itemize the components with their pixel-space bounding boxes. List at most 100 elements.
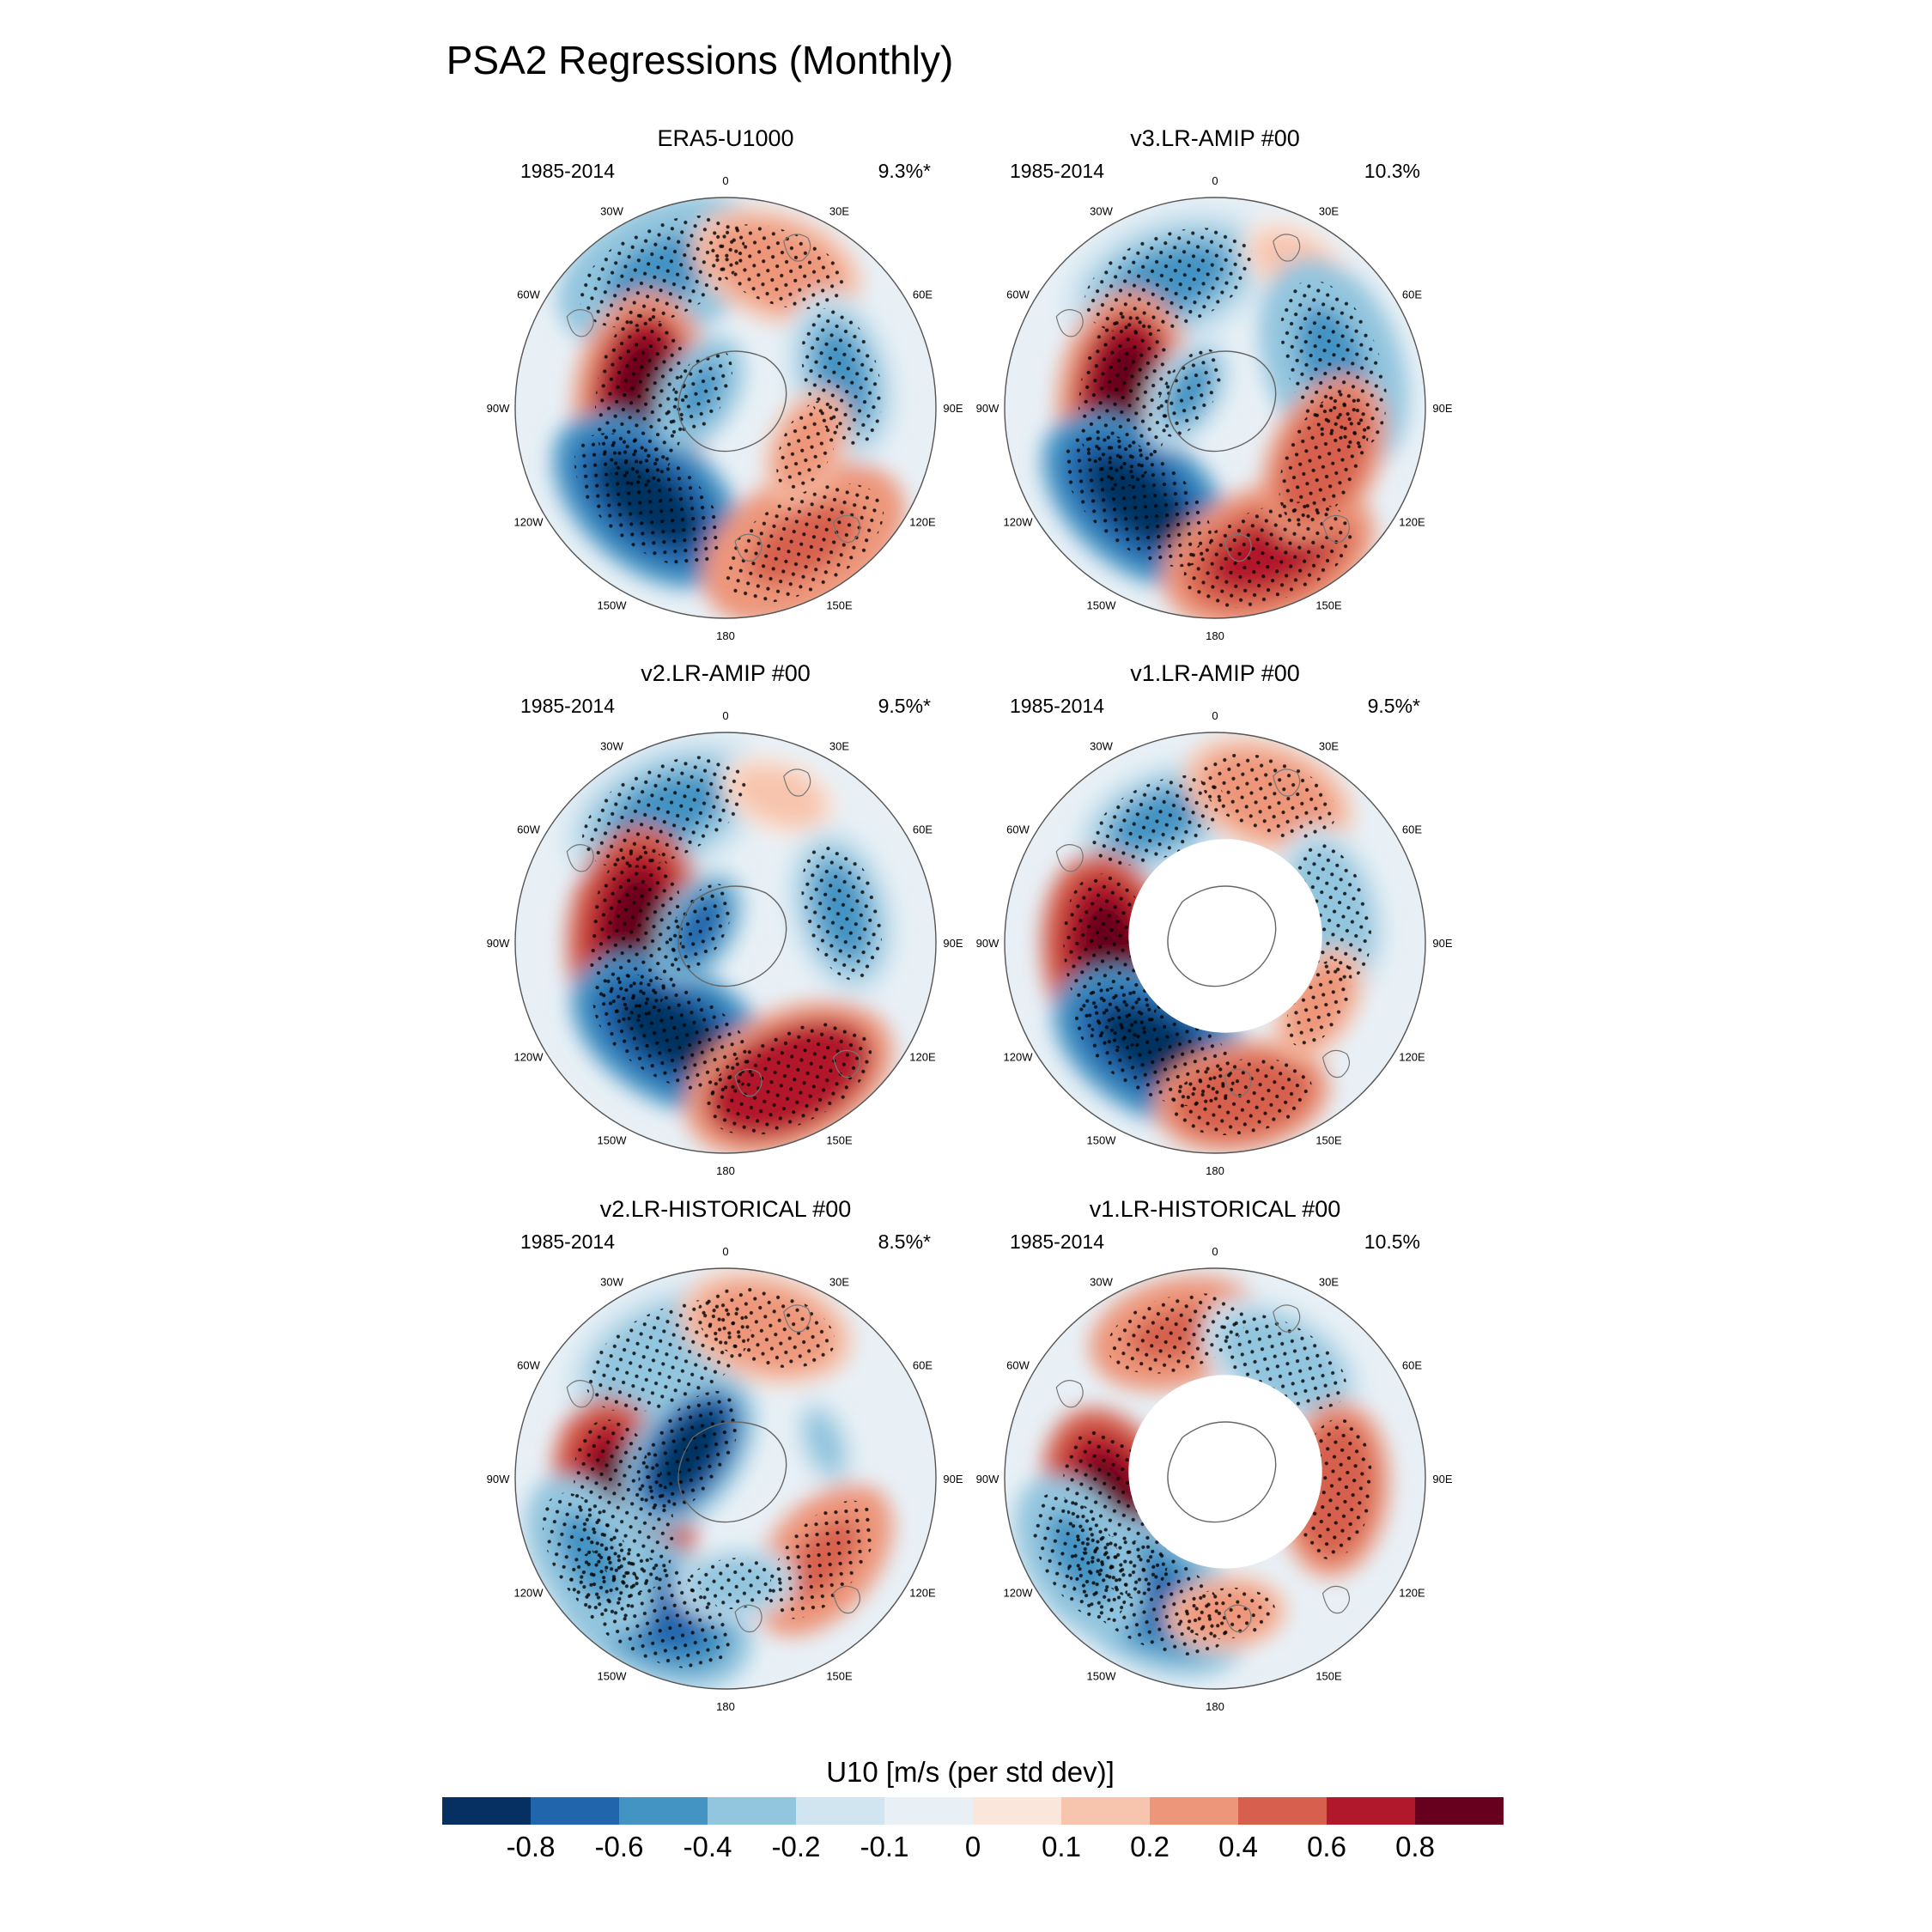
map-border: [1004, 197, 1426, 619]
longitude-label: 0: [722, 1245, 728, 1258]
longitude-label: 90E: [943, 937, 963, 950]
colorbar-label: U10 [m/s (per std dev)]: [826, 1756, 1115, 1788]
longitude-label: 150W: [1087, 1669, 1117, 1682]
longitude-label: 90W: [976, 1473, 999, 1485]
longitude-label: 120W: [1004, 516, 1034, 529]
colorbar-tick-label: -0.8: [507, 1831, 556, 1862]
longitude-label: 90E: [1432, 1473, 1452, 1485]
longitude-label: 60W: [517, 289, 540, 301]
longitude-label: 120E: [909, 516, 936, 529]
longitude-label: 90W: [487, 937, 510, 950]
longitude-label: 150E: [1315, 598, 1342, 611]
map-border: [1004, 732, 1426, 1154]
panel-title: v1.LR-AMIP #00: [1130, 660, 1300, 686]
map-panel: 0 30E 60E 90E 120E 150E 180 150W 120W 90W 60W 30W v3…: [976, 125, 1453, 642]
longitude-label: 60E: [913, 1359, 933, 1372]
significance-stipple: [1279, 392, 1370, 525]
colorbar-swatch: [796, 1797, 884, 1825]
colorbar-swatch: [1327, 1797, 1415, 1825]
antarctica-coastline: [1167, 1421, 1277, 1523]
africa-coastline: [1273, 1304, 1301, 1333]
longitude-label: 30E: [829, 740, 849, 753]
longitude-label: 120E: [909, 1051, 936, 1064]
longitude-label: 0: [1212, 174, 1218, 187]
antarctica-coastline: [1167, 350, 1277, 453]
map-border: [514, 197, 937, 619]
significance-stipple: [666, 349, 732, 437]
longitude-label: 90E: [943, 402, 963, 415]
longitude-label: 0: [722, 174, 728, 187]
map-panel: 0 30E 60E 90E 120E 150E 180 150W 120W 90W 60W 30W ER…: [487, 125, 963, 642]
significance-stipple: [1200, 753, 1336, 839]
longitude-label: 150W: [1087, 598, 1117, 611]
significance-stipple: [1084, 228, 1254, 334]
map-field: [515, 197, 936, 618]
africa-coastline: [783, 769, 811, 797]
longitude-label: 30E: [829, 205, 849, 218]
panel-variance: 10.3%: [1364, 160, 1420, 182]
longitude-label: 30W: [1090, 205, 1113, 218]
panels-group: 0 30E 60E 90E 120E 150E 180 150W 120W 90W 60W 30W ER…: [487, 125, 1453, 1713]
antarctica-coastline: [677, 885, 787, 987]
longitude-label: 150E: [826, 598, 853, 611]
significance-stipple: [686, 1558, 784, 1609]
colorbar-swatch: [442, 1797, 531, 1825]
longitude-label: 0: [1212, 1245, 1218, 1258]
africa-coastline: [783, 234, 811, 262]
longitude-label: 30E: [1319, 740, 1339, 753]
significance-stipple: [581, 756, 748, 869]
antarctica-coastline: [1167, 885, 1277, 987]
significance-stipple: [696, 1287, 835, 1368]
australia-coastline: [1321, 1049, 1351, 1078]
australia-coastline: [1321, 514, 1351, 544]
panel-title: v2.LR-HISTORICAL #00: [600, 1196, 852, 1222]
anomaly-core: [804, 1410, 845, 1475]
longitude-label: 60E: [913, 823, 933, 836]
colorbar-tick-label: 0: [965, 1831, 981, 1862]
colorbar-swatch: [1061, 1797, 1150, 1825]
panel-period: 1985-2014: [520, 1230, 615, 1253]
panel-period: 1985-2014: [1010, 695, 1104, 717]
longitude-label: 150W: [1087, 1133, 1117, 1146]
panel-title: ERA5-U1000: [657, 125, 793, 151]
longitude-label: 90E: [1432, 402, 1452, 415]
panel-variance: 9.3%*: [878, 160, 931, 182]
colorbar-tick-label: -0.4: [683, 1831, 732, 1862]
panel-variance: 9.5%*: [1368, 695, 1420, 717]
australia-coastline: [832, 514, 861, 544]
significance-stipple: [580, 215, 745, 328]
significance-stipple: [1063, 433, 1212, 568]
colorbar-swatch: [531, 1797, 619, 1825]
significance-stipple: [776, 400, 839, 492]
south-america-coastline: [566, 844, 594, 872]
map-panel: 0 30E 60E 90E 120E 150E 180 150W 120W 90W 60W 30W v1…: [976, 660, 1453, 1177]
longitude-label: 30E: [829, 1276, 849, 1289]
panel-period: 1985-2014: [1010, 1230, 1104, 1253]
significance-stipple: [1172, 1058, 1313, 1136]
colorbar-tick-label: -0.2: [772, 1831, 821, 1862]
significance-stipple: [723, 483, 884, 604]
colorbar-boxes: [442, 1797, 1504, 1825]
longitude-label: 120W: [514, 516, 544, 529]
australia-coastline: [1321, 1585, 1351, 1614]
longitude-label: 30W: [1090, 740, 1113, 753]
significance-stipple: [1183, 501, 1353, 608]
antarctica-coastline: [677, 350, 787, 453]
panel-variance: 10.5%: [1364, 1230, 1420, 1253]
new-zealand-coastline: [734, 1068, 762, 1097]
map-field: [1005, 1268, 1425, 1689]
colorbar-swatch: [1150, 1797, 1238, 1825]
longitude-label: 150E: [826, 1133, 853, 1146]
south-america-coastline: [1055, 844, 1084, 872]
significance-stipple: [592, 974, 753, 1094]
map-field: [515, 1268, 936, 1689]
significance-stipple: [1091, 775, 1224, 866]
colorbar-ticks: -0.8 -0.6 -0.4 -0.2 -0.1 0 0.1 0.2 0.4 0.6 0.8: [507, 1831, 1435, 1862]
longitude-label: 150W: [598, 598, 628, 611]
longitude-label: 180: [1206, 1700, 1224, 1713]
longitude-label: 60E: [913, 289, 933, 301]
longitude-label: 120E: [1399, 1587, 1425, 1600]
colorbar-swatch: [1238, 1797, 1327, 1825]
longitude-label: 120W: [1004, 1587, 1034, 1600]
longitude-label: 60W: [1006, 823, 1030, 836]
